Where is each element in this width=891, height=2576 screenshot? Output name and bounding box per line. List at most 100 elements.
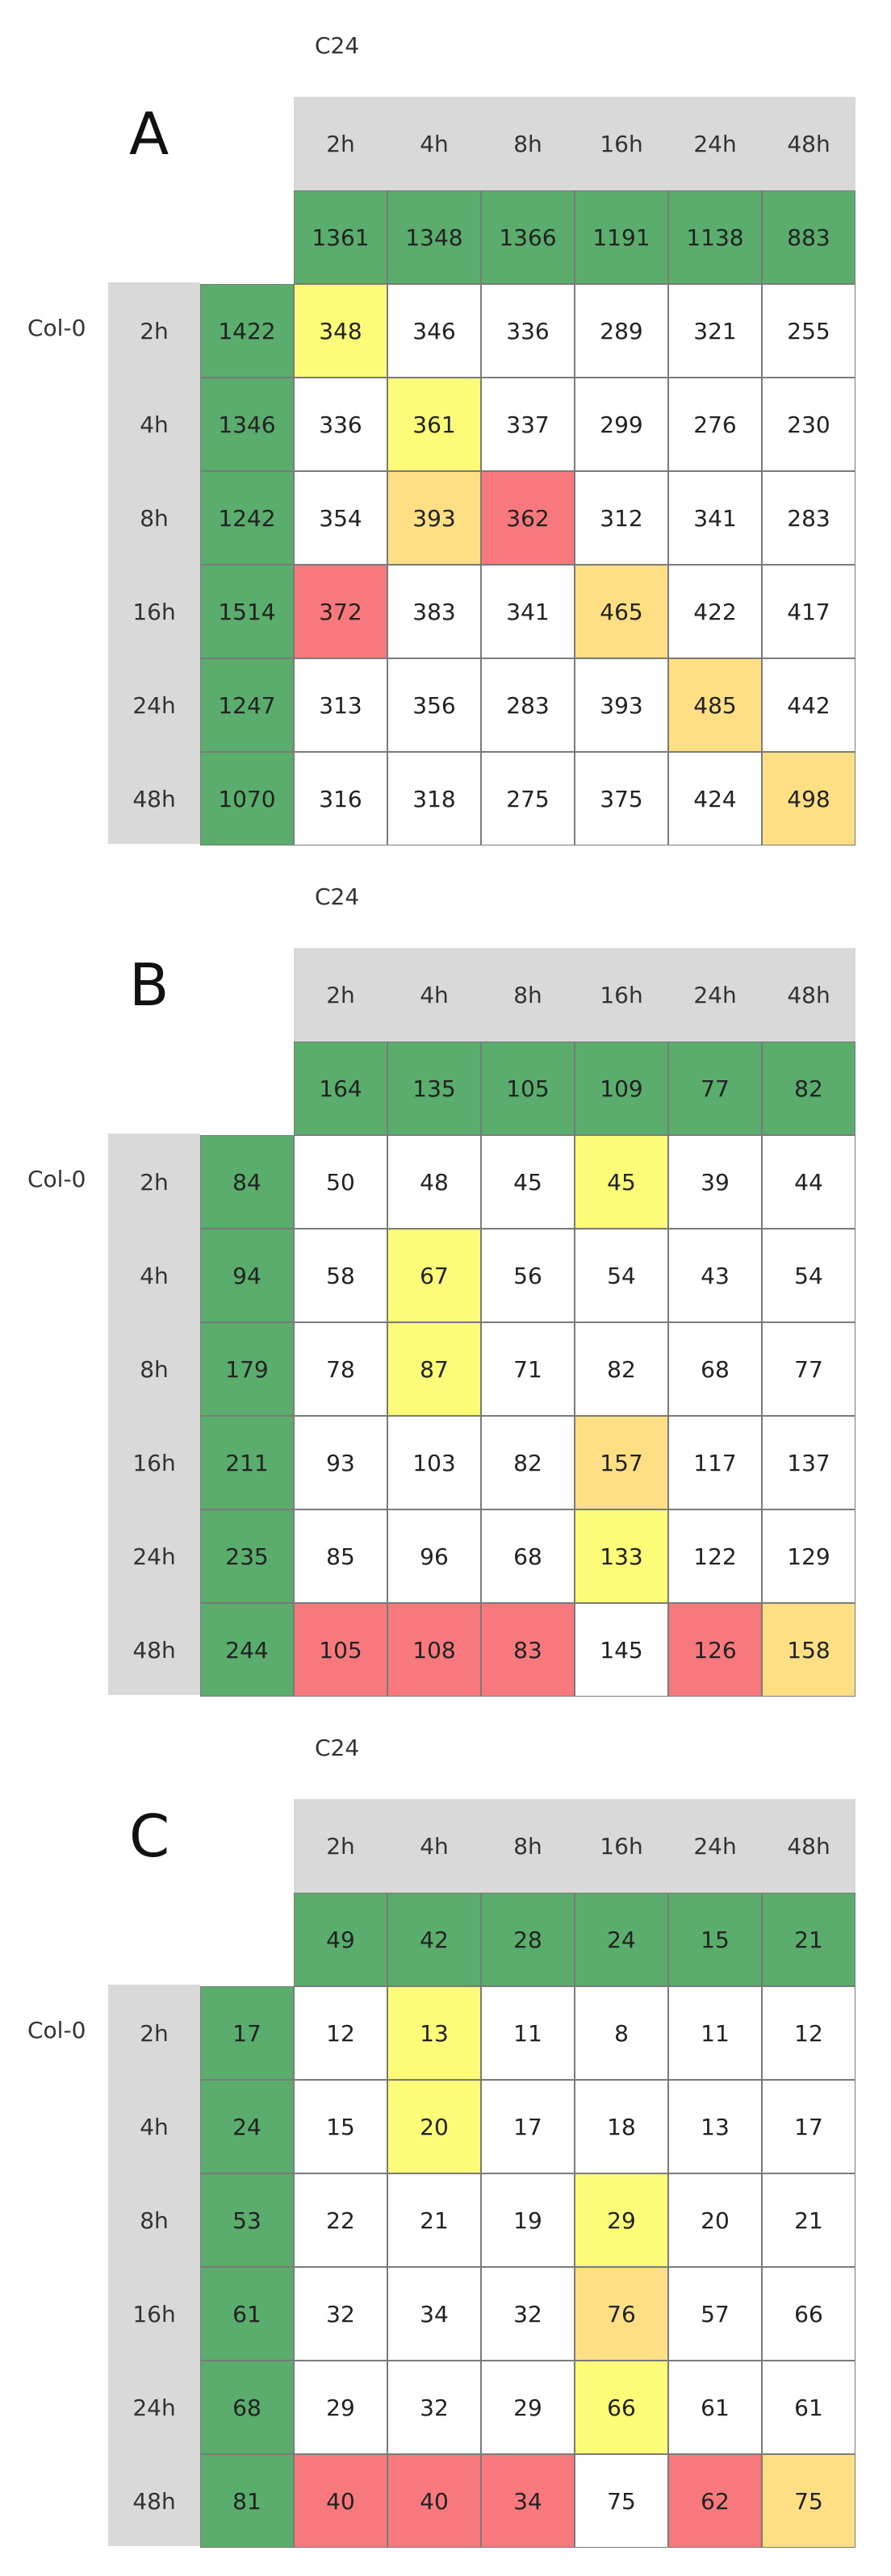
row-total-cell: 53: [200, 2173, 294, 2267]
overlap-cell: 40: [294, 2454, 387, 2548]
row-header: 16h: [132, 1449, 176, 1476]
overlap-cell: 75: [762, 2454, 855, 2548]
overlap-cell: 82: [481, 1416, 575, 1509]
row-header-band: [108, 1134, 200, 1695]
overlap-cell: 105: [294, 1603, 387, 1697]
overlap-cell: 39: [668, 1135, 762, 1229]
overlap-cell: 348: [294, 284, 387, 378]
column-group-label: C24: [315, 883, 360, 910]
panel-a: C24 A Col-0 2h 4h 8h 16h 24h 48h 1361 1348 1366 1191…: [0, 0, 891, 847]
overlap-cell: 87: [387, 1322, 481, 1416]
overlap-cell: 76: [575, 2267, 668, 2361]
column-total-cell: 1348: [387, 190, 481, 284]
row-group-label: Col-0: [27, 1166, 86, 1192]
overlap-cell: 424: [668, 752, 762, 845]
overlap-cell: 129: [762, 1509, 855, 1603]
row-header: 48h: [132, 1636, 176, 1664]
row-total-cell: 81: [200, 2454, 294, 2548]
row-header: 2h: [140, 1168, 169, 1196]
overlap-cell: 8: [575, 1986, 668, 2080]
overlap-cell: 32: [294, 2267, 387, 2361]
row-total-cell: 235: [200, 1509, 294, 1603]
overlap-cell: 11: [668, 1986, 762, 2080]
overlap-cell: 32: [481, 2267, 575, 2361]
row-header: 8h: [140, 1355, 169, 1383]
row-total-cell: 1070: [200, 752, 294, 845]
column-group-label: C24: [315, 32, 360, 59]
overlap-cell: 356: [387, 658, 481, 752]
row-total-cell: 17: [200, 1986, 294, 2080]
overlap-cell: 126: [668, 1603, 762, 1697]
overlap-cell: 57: [668, 2267, 762, 2361]
overlap-cell: 13: [387, 1986, 481, 2080]
row-header: 4h: [140, 1262, 169, 1289]
column-header: 48h: [787, 130, 830, 157]
overlap-cell: 58: [294, 1229, 387, 1322]
column-header: 8h: [513, 981, 542, 1008]
overlap-cell: 11: [481, 1986, 575, 2080]
overlap-cell: 85: [294, 1509, 387, 1603]
row-total-cell: 61: [200, 2267, 294, 2361]
overlap-cell: 93: [294, 1416, 387, 1509]
overlap-cell: 341: [668, 471, 762, 565]
column-header: 48h: [787, 1832, 830, 1860]
overlap-cell: 289: [575, 284, 668, 378]
overlap-cell: 82: [575, 1322, 668, 1416]
overlap-cell: 276: [668, 378, 762, 471]
overlap-cell: 383: [387, 565, 481, 658]
column-header-band: [294, 948, 855, 1042]
row-total-cell: 1514: [200, 565, 294, 658]
row-header-band: [108, 282, 200, 844]
column-header: 16h: [600, 1832, 643, 1860]
column-header: 24h: [693, 1832, 737, 1860]
overlap-cell: 12: [294, 1986, 387, 2080]
overlap-cell: 20: [668, 2173, 762, 2267]
overlap-cell: 362: [481, 471, 575, 565]
overlap-cell: 316: [294, 752, 387, 845]
panel-b: C24 B Col-0 2h 4h 8h 16h 24h 48h 164 135 105 109 77 82…: [0, 851, 891, 1698]
overlap-cell: 45: [481, 1135, 575, 1229]
overlap-cell: 137: [762, 1416, 855, 1509]
row-header: 48h: [132, 2487, 176, 2515]
overlap-cell: 275: [481, 752, 575, 845]
row-header: 4h: [140, 2113, 169, 2140]
overlap-cell: 375: [575, 752, 668, 845]
overlap-cell: 422: [668, 565, 762, 658]
overlap-cell: 230: [762, 378, 855, 471]
overlap-cell: 318: [387, 752, 481, 845]
overlap-cell: 337: [481, 378, 575, 471]
row-total-cell: 179: [200, 1322, 294, 1416]
overlap-cell: 56: [481, 1229, 575, 1322]
panel-letter: A: [129, 100, 169, 168]
row-header: 2h: [140, 2019, 169, 2047]
overlap-cell: 17: [762, 2080, 855, 2173]
column-total-cell: 883: [762, 190, 855, 284]
column-total-cell: 15: [668, 1893, 762, 1986]
row-header-band: [108, 1985, 200, 2546]
overlap-cell: 22: [294, 2173, 387, 2267]
row-total-cell: 1346: [200, 378, 294, 471]
column-total-cell: 164: [294, 1042, 387, 1135]
row-total-cell: 24: [200, 2080, 294, 2173]
overlap-cell: 372: [294, 565, 387, 658]
overlap-cell: 283: [481, 658, 575, 752]
overlap-cell: 442: [762, 658, 855, 752]
overlap-cell: 34: [481, 2454, 575, 2548]
column-group-label: C24: [315, 1735, 360, 1761]
row-header: 48h: [132, 785, 176, 812]
overlap-cell: 20: [387, 2080, 481, 2173]
column-total-cell: 24: [575, 1893, 668, 1986]
row-header: 16h: [132, 2300, 176, 2328]
overlap-cell: 75: [575, 2454, 668, 2548]
overlap-cell: 255: [762, 284, 855, 378]
overlap-cell: 321: [668, 284, 762, 378]
column-total-cell: 77: [668, 1042, 762, 1135]
column-total-cell: 1191: [575, 190, 668, 284]
overlap-cell: 17: [481, 2080, 575, 2173]
overlap-cell: 61: [668, 2361, 762, 2454]
overlap-cell: 158: [762, 1603, 855, 1697]
overlap-cell: 40: [387, 2454, 481, 2548]
overlap-cell: 361: [387, 378, 481, 471]
column-header: 4h: [420, 981, 449, 1008]
column-total-cell: 28: [481, 1893, 575, 1986]
